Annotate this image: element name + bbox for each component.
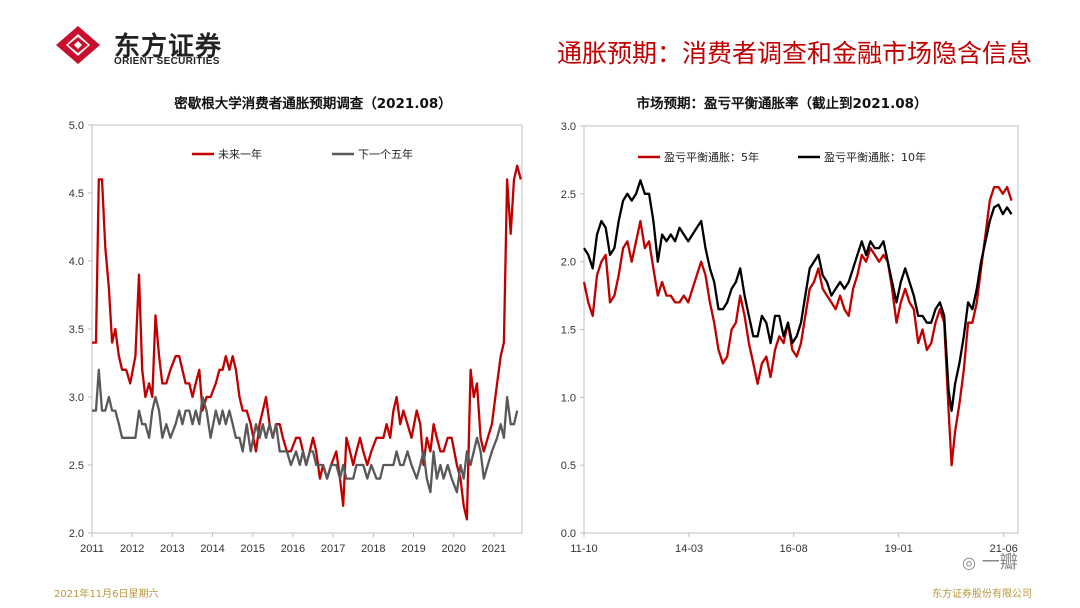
series-line-1 [92, 164, 522, 521]
logo-text-cn: 东方证券 [114, 32, 223, 62]
x-tick-label: 21-06 [990, 543, 1018, 555]
chart-breakeven-inflation: 市场预期：盈亏平衡通胀率（截止到2021.08） 0.0 0.5 1.0 1.5 2.0… [540, 86, 1040, 561]
slide-title: 通胀预期：消费者调查和金融市场隐含信息 [556, 39, 1032, 68]
series-line-2 [583, 179, 1013, 413]
legend-label: 盈亏平衡通胀：10年 [824, 150, 926, 164]
watermark: ◎ 一瓣 [962, 548, 1018, 574]
company-logo: 东方证券 ORIENT SECURITIES [52, 24, 252, 70]
logo-mark-icon [56, 26, 100, 64]
x-tick-label: 2019 [401, 543, 425, 555]
y-tick-label: 2.0 [69, 528, 84, 540]
y-tick-label: 4.5 [69, 188, 84, 200]
legend-label: 未来一年 [218, 147, 262, 161]
wechat-icon: ◎ [962, 553, 976, 572]
legend-label: 下一个五年 [358, 147, 413, 161]
y-tick-label: 1.5 [561, 325, 576, 337]
chart-michigan-survey: 密歇根大学消费者通胀预期调查（2021.08） 2.0 2.5 3.0 3.5 4.0 4… [46, 86, 536, 561]
x-tick-label: 2017 [321, 543, 345, 555]
chart-michigan-plot: 2.0 2.5 3.0 3.5 4.0 4.5 5.0 2011 2012 2013 2014 201… [69, 120, 523, 555]
y-tick-label: 2.5 [69, 460, 84, 472]
x-tick-label: 19-01 [885, 543, 913, 555]
y-tick-label: 5.0 [69, 120, 84, 132]
x-tick-label: 14-03 [675, 543, 703, 555]
x-tick-label: 2021 [482, 543, 506, 555]
x-tick-label: 2012 [120, 543, 144, 555]
x-tick-label: 2020 [441, 543, 465, 555]
y-tick-label: 0.0 [561, 528, 576, 540]
chart-title-breakeven: 市场预期：盈亏平衡通胀率（截止到2021.08） [636, 96, 928, 112]
plot-frame [583, 125, 1019, 534]
series-line-1 [582, 185, 1013, 467]
series-line-2 [92, 368, 519, 494]
x-tick-label: 2018 [361, 543, 385, 555]
chart-breakeven-plot: 0.0 0.5 1.0 1.5 2.0 2.5 3.0 11-10 14-03 16-08 19-0… [561, 121, 1019, 555]
x-tick-label: 16-08 [780, 543, 808, 555]
y-tick-label: 3.5 [69, 324, 84, 336]
y-tick-label: 2.5 [561, 189, 576, 201]
x-tick-label: 2011 [80, 543, 104, 555]
footer-date: 2021年11月6日星期六 [54, 589, 159, 600]
y-tick-label: 0.5 [561, 460, 576, 472]
logo-text-en: ORIENT SECURITIES [114, 56, 220, 67]
x-tick-label: 2016 [281, 543, 305, 555]
y-tick-label: 3.0 [561, 121, 576, 133]
chart-title-michigan: 密歇根大学消费者通胀预期调查（2021.08） [174, 96, 452, 112]
watermark-text: 一瓣 [981, 552, 1018, 573]
legend-label: 盈亏平衡通胀：5年 [664, 150, 759, 164]
y-tick-label: 4.0 [69, 256, 84, 268]
y-tick-label: 1.0 [561, 392, 576, 404]
x-tick-label: 2013 [160, 543, 184, 555]
y-tick-label: 3.0 [69, 392, 84, 404]
footer-company: 东方证券股份有限公司 [932, 589, 1032, 600]
x-tick-label: 2014 [200, 543, 224, 555]
y-tick-label: 2.0 [561, 257, 576, 269]
x-tick-label: 11-10 [570, 543, 597, 555]
x-tick-label: 2015 [241, 543, 265, 555]
